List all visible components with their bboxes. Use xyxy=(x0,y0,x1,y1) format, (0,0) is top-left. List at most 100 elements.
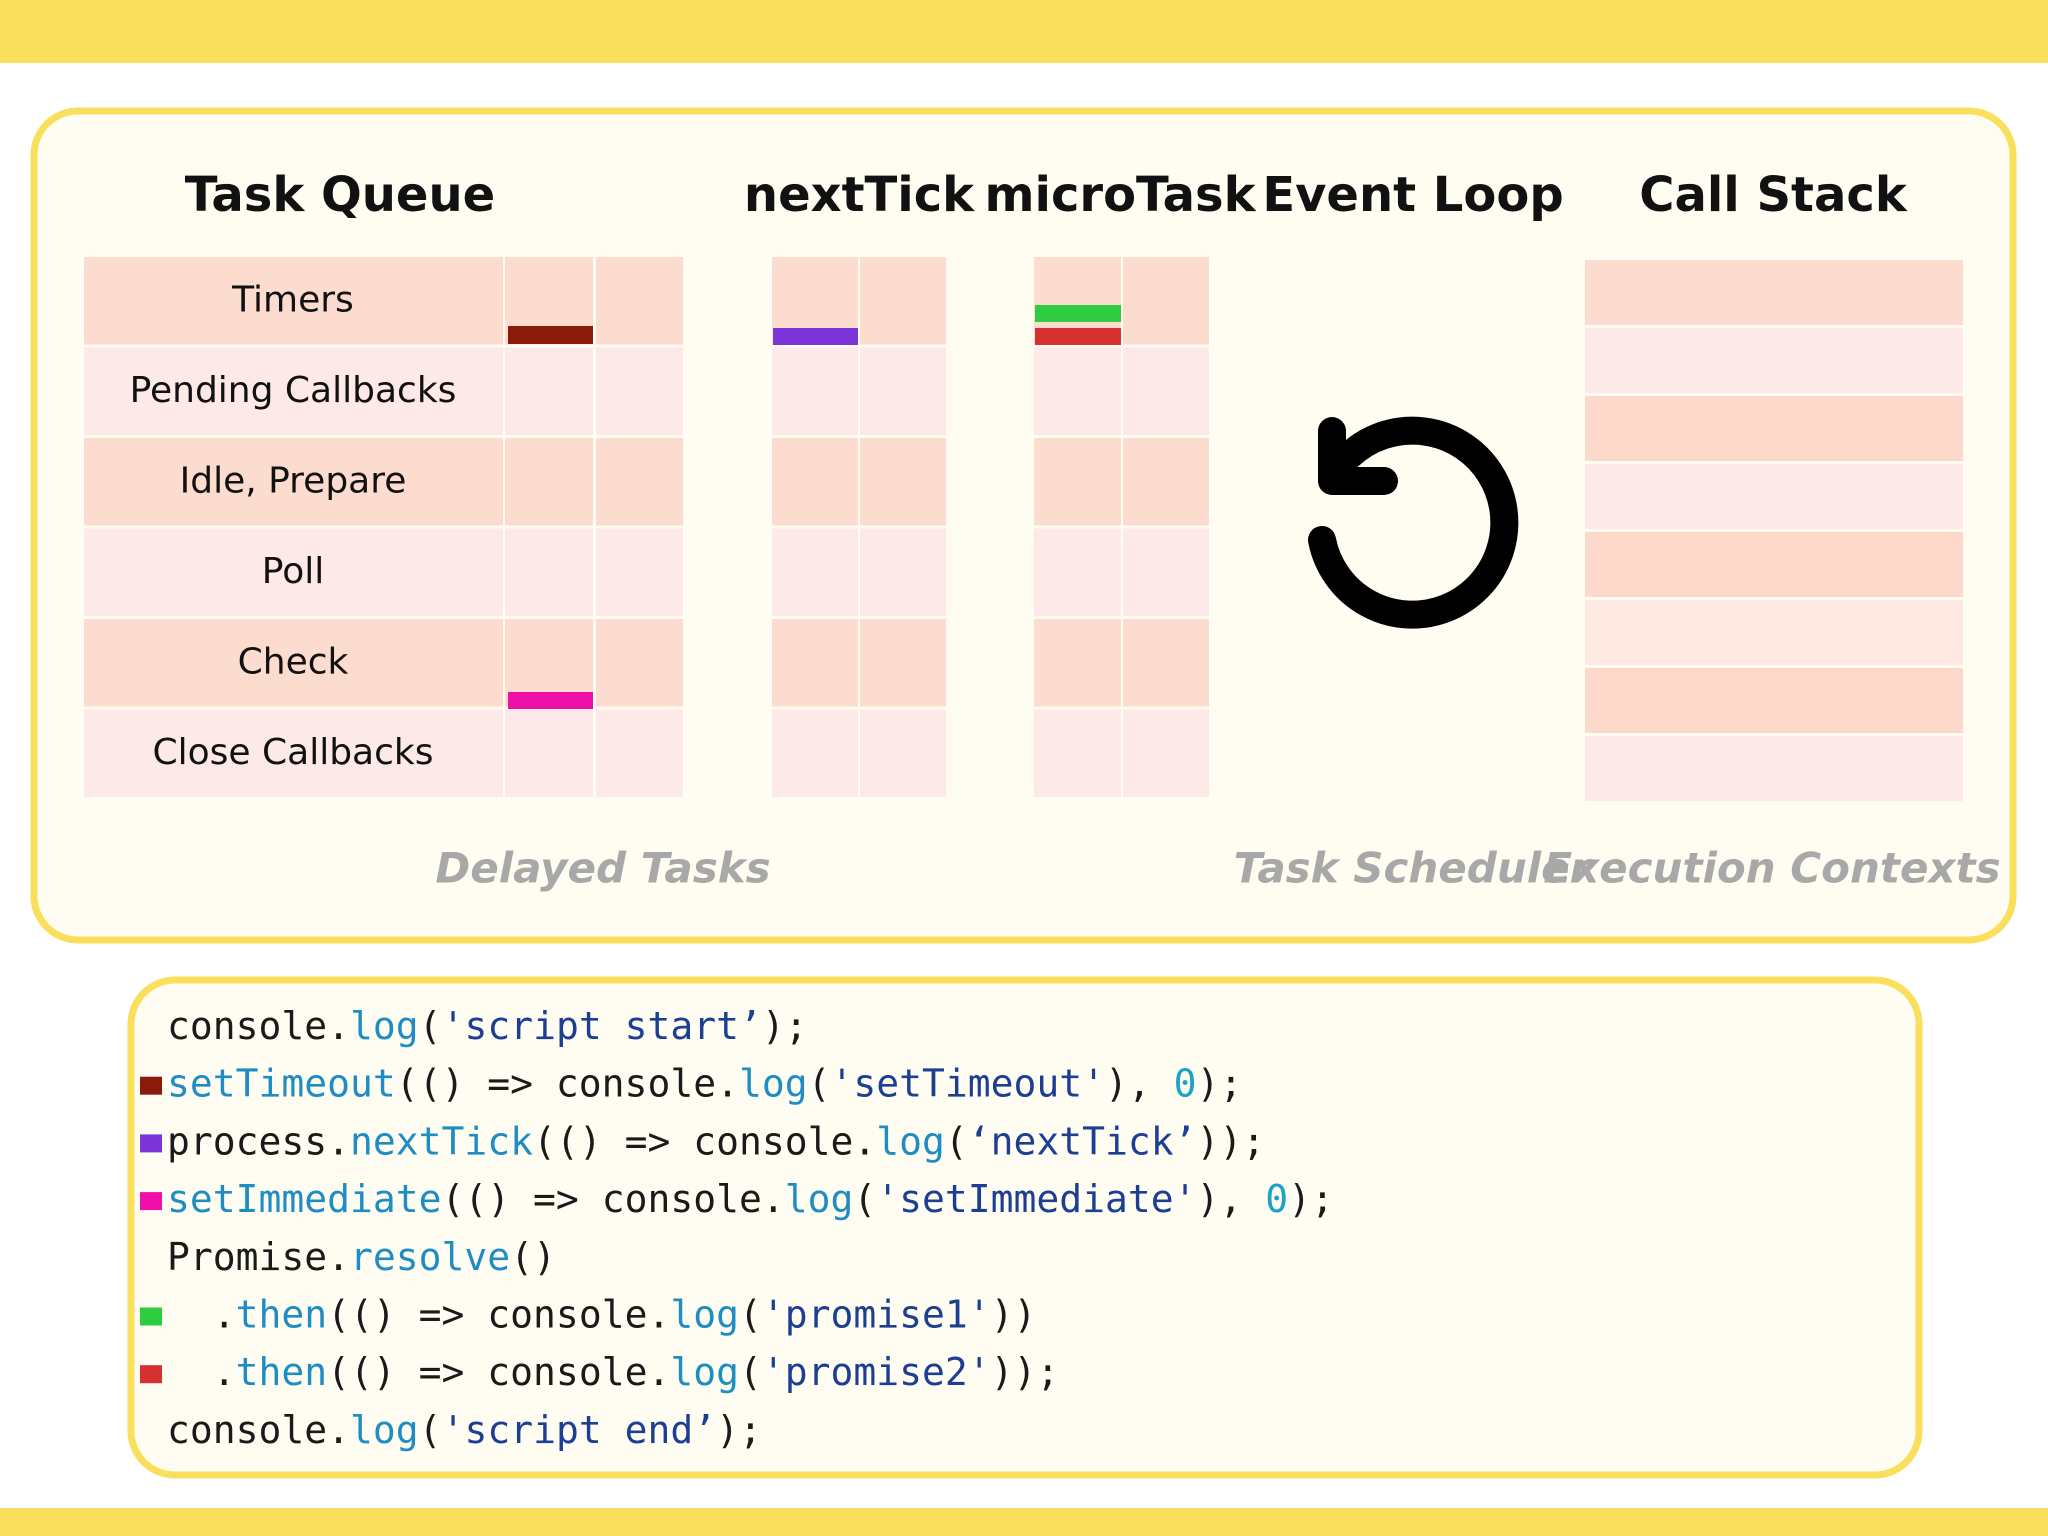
queue-cell xyxy=(1123,257,1209,345)
code-line: Promise.resolve() xyxy=(167,1234,556,1278)
queue-cell xyxy=(1034,619,1121,707)
code-token: log xyxy=(350,1407,419,1451)
heading: Event Loop xyxy=(1262,167,1563,223)
code-line: .then(() => console.log('promise1')) xyxy=(167,1292,1036,1336)
phase-label: Close Callbacks xyxy=(152,732,433,773)
code-token: then xyxy=(236,1350,328,1394)
queue-cell xyxy=(860,619,946,707)
queue-cell xyxy=(1123,528,1209,616)
code-token: (() => console. xyxy=(442,1177,785,1221)
heading: Call Stack xyxy=(1639,167,1908,223)
stack-frame xyxy=(1585,532,1963,597)
queue-cell xyxy=(860,709,946,797)
code-token: setImmediate xyxy=(167,1177,442,1221)
queue-cell xyxy=(1123,709,1209,797)
queue-cell xyxy=(596,528,683,616)
caption: Task Scheduler xyxy=(1234,844,1593,893)
nexttick-marker xyxy=(773,328,858,345)
queue-cell xyxy=(860,438,946,526)
code-token: )) xyxy=(991,1292,1037,1336)
stack-frame xyxy=(1585,464,1963,529)
code-token: () xyxy=(510,1234,556,1278)
code-token: ( xyxy=(419,1407,442,1451)
labels: Timers Pending Callbacks Idle, Prepare Poll… xyxy=(130,167,2001,893)
code-line: process.nextTick(() => console.log(‘next… xyxy=(167,1119,1265,1163)
code-token: log xyxy=(670,1350,739,1394)
code-token: then xyxy=(236,1292,328,1336)
queue-cell xyxy=(596,619,683,707)
code-line: console.log('script start’); xyxy=(167,1004,808,1048)
queue-cell xyxy=(1123,619,1209,707)
code-token: ), xyxy=(1105,1061,1174,1105)
check-marker xyxy=(508,692,593,709)
stack-frame xyxy=(1585,600,1963,665)
caption: Delayed Tasks xyxy=(435,844,770,893)
code-token: ( xyxy=(739,1350,762,1394)
code-token: (() => console. xyxy=(327,1350,670,1394)
queue-cell xyxy=(84,709,503,797)
queue-cell xyxy=(84,619,503,707)
queue-cell xyxy=(772,619,858,707)
code-token: nextTick xyxy=(350,1119,533,1163)
code-token: Promise. xyxy=(167,1234,350,1278)
event-loop-icon xyxy=(1308,416,1519,629)
queue-cell xyxy=(84,257,503,345)
code-token: . xyxy=(167,1350,236,1394)
code-token: ( xyxy=(419,1004,442,1048)
code-token: )); xyxy=(1197,1119,1266,1163)
queue-cell xyxy=(505,619,593,707)
line-marker xyxy=(140,1307,162,1326)
queue-cell xyxy=(505,709,593,797)
queue-cell xyxy=(596,347,683,435)
stack-frame xyxy=(1585,736,1963,801)
queue-cell xyxy=(505,438,593,526)
code-token: log xyxy=(739,1061,808,1105)
queue-cell xyxy=(505,528,593,616)
code-token: 'setTimeout' xyxy=(830,1061,1105,1105)
code-token: ); xyxy=(1197,1061,1243,1105)
queue-cell xyxy=(596,438,683,526)
phase-label: Idle, Prepare xyxy=(180,460,407,501)
code-token: 'setImmediate' xyxy=(876,1177,1196,1221)
code-token: (() => console. xyxy=(327,1292,670,1336)
loop-arc xyxy=(1308,416,1519,629)
queue-cell xyxy=(1034,347,1121,435)
code-token: log xyxy=(350,1004,419,1048)
code-token: ( xyxy=(945,1119,968,1163)
queues xyxy=(84,257,1963,801)
bottom-bar xyxy=(0,1508,2048,1536)
code-token: ); xyxy=(1288,1177,1334,1221)
code-token: ( xyxy=(739,1292,762,1336)
code-token: ), xyxy=(1197,1177,1266,1221)
queue-cell xyxy=(84,347,503,435)
code: console.log('script start’);setTimeout((… xyxy=(140,1004,1334,1451)
queue-cell xyxy=(84,528,503,616)
caption: Execution Contexts xyxy=(1543,844,2000,893)
code-token: ( xyxy=(853,1177,876,1221)
code-token: log xyxy=(785,1177,854,1221)
queue-cell xyxy=(772,438,858,526)
queue-cell xyxy=(84,438,503,526)
line-marker xyxy=(140,1365,162,1384)
stack-frame xyxy=(1585,260,1963,325)
queue-cell xyxy=(596,257,683,345)
code-token: (() => console. xyxy=(533,1119,876,1163)
code-token: ( xyxy=(808,1061,831,1105)
line-marker xyxy=(140,1134,162,1153)
code-line: .then(() => console.log('promise2')); xyxy=(167,1350,1059,1394)
phase-label: Check xyxy=(238,641,349,682)
code-token: log xyxy=(670,1292,739,1336)
queue-cell xyxy=(772,709,858,797)
heading: microTask xyxy=(984,167,1256,223)
code-token: 'script start’ xyxy=(442,1004,762,1048)
queue-cell xyxy=(860,528,946,616)
top-bar xyxy=(0,0,2048,63)
code-token: 0 xyxy=(1174,1061,1197,1105)
queue-cell xyxy=(772,528,858,616)
code-token: (() => console. xyxy=(396,1061,739,1105)
code-line: console.log('script end’); xyxy=(167,1407,762,1451)
markers xyxy=(508,305,1121,709)
code-token: setTimeout xyxy=(167,1061,396,1105)
queue-cell xyxy=(596,709,683,797)
